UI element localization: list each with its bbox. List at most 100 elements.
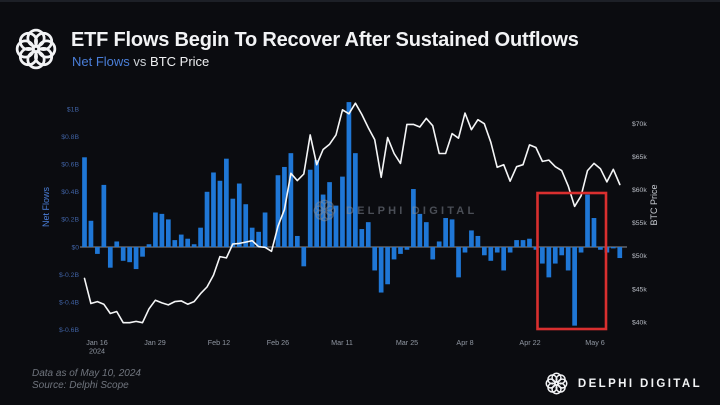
net-flows-bar (507, 247, 513, 253)
left-axis-tick: $0.4B (61, 189, 79, 196)
net-flows-bar (411, 189, 416, 247)
net-flows-bar (475, 235, 481, 247)
net-flows-bar (404, 247, 410, 250)
left-axis-tick: $0.6B (61, 162, 79, 169)
net-flows-bar (514, 240, 519, 247)
net-flows-bar (346, 102, 352, 247)
left-axis-tick: $-0.6B (59, 327, 79, 334)
net-flows-bar (436, 241, 442, 247)
net-flows-bar (191, 244, 197, 247)
data-as-of-text: Data as of May 10, 2024 (32, 368, 141, 379)
btc-price-line (83, 102, 621, 324)
brand-text: DELPHI DIGITAL (577, 377, 702, 390)
net-flows-bar (488, 247, 494, 261)
net-flows-bar (159, 213, 165, 247)
net-flows-bar (546, 247, 552, 278)
net-flows-bar (610, 247, 616, 249)
right-axis-tick: $60k (632, 187, 647, 194)
source-text: Source: Delphi Scope (32, 379, 129, 391)
net-flows-bar (385, 247, 390, 285)
left-axis-tick: $0.8B (61, 134, 79, 141)
brand-knot-icon (544, 371, 569, 396)
net-flows-bar (481, 247, 487, 256)
net-flows-bar (140, 247, 145, 257)
x-axis-tick: Apr 22 (519, 338, 540, 347)
net-flows-bar (462, 247, 468, 253)
net-flows-bar (359, 229, 365, 247)
net-flows-bar (353, 153, 358, 247)
left-axis-tick: $-0.2B (59, 272, 79, 279)
net-flows-bar (391, 247, 397, 260)
net-flows-bar (95, 247, 100, 254)
net-flows-bar (320, 194, 326, 247)
net-flows-bar (172, 240, 178, 247)
left-axis-title: Net Flows (41, 187, 51, 228)
left-axis-tick: $-0.4B (59, 300, 79, 307)
net-flows-bar (469, 230, 474, 247)
subtitle-net-flows: Net Flows (72, 54, 130, 69)
net-flows-bar (398, 247, 403, 254)
net-flows-bar (178, 234, 184, 247)
net-flows-bar (417, 213, 423, 247)
net-flows-bar (230, 198, 236, 247)
net-flows-bar (82, 157, 87, 247)
x-axis-tick: Jan 29 (144, 338, 166, 347)
net-flows-bar (527, 238, 532, 247)
brand-lockup: DELPHI DIGITAL (544, 371, 702, 396)
net-flows-bar (591, 218, 597, 247)
subtitle-btc-price: BTC Price (150, 54, 210, 69)
net-flows-bar (372, 247, 378, 271)
net-flows-bar (288, 153, 294, 247)
x-axis-tick: Feb 26 (267, 338, 289, 347)
highlight-box (536, 191, 608, 331)
net-flows-bar (327, 182, 332, 247)
net-flows-bar (494, 247, 500, 253)
net-flows-bar (520, 240, 526, 247)
net-flows-bar (165, 219, 171, 247)
net-flows-bar (88, 220, 94, 247)
net-flows-bar (146, 244, 152, 247)
net-flows-bar (585, 194, 590, 247)
net-flows-bar (540, 247, 545, 264)
net-flows-bar (301, 247, 307, 267)
net-flows-bar (501, 247, 507, 271)
net-flows-bar (153, 212, 158, 247)
net-flows-bar (617, 247, 623, 259)
subtitle-vs: vs (129, 54, 151, 69)
net-flows-bar (217, 180, 223, 247)
net-flows-bar (243, 204, 249, 247)
x-axis-tick: Mar 11 (331, 338, 353, 347)
net-flows-bar (307, 169, 313, 247)
net-flows-bar (294, 235, 300, 247)
net-flows-bar (449, 219, 455, 247)
net-flows-bar (224, 158, 229, 247)
net-flows-bar (249, 227, 255, 247)
net-flows-bar (198, 227, 203, 247)
delphi-knot-logo-icon (13, 26, 59, 72)
page-title: ETF Flows Begin To Recover After Sustain… (71, 29, 579, 51)
net-flows-bar (565, 247, 571, 271)
net-flows-bar (365, 222, 371, 247)
left-axis-tick: $0.2B (61, 217, 79, 224)
net-flows-bar (262, 212, 268, 247)
net-flows-bar (340, 176, 345, 247)
x-axis-tick-year: 2024 (89, 347, 105, 356)
net-flows-bar (456, 247, 461, 278)
net-flows-bar (423, 222, 429, 247)
right-axis-tick: $40k (632, 319, 647, 326)
net-flows-bar (598, 247, 603, 250)
net-flows-bar (211, 172, 216, 247)
net-flows-bar (533, 247, 539, 250)
right-axis-tick: $50k (632, 253, 647, 260)
net-flows-bar (443, 218, 448, 247)
net-flows-bar (559, 247, 565, 256)
net-flows-bar (572, 247, 577, 326)
x-axis-tick: Jan 16 (86, 338, 108, 347)
right-axis-tick: $55k (632, 220, 647, 227)
net-flows-bar (120, 247, 126, 261)
chart-subtitle: Net Flows vs BTC Price (72, 54, 209, 69)
net-flows-bar (127, 247, 132, 263)
x-axis-tick: Mar 25 (396, 338, 418, 347)
